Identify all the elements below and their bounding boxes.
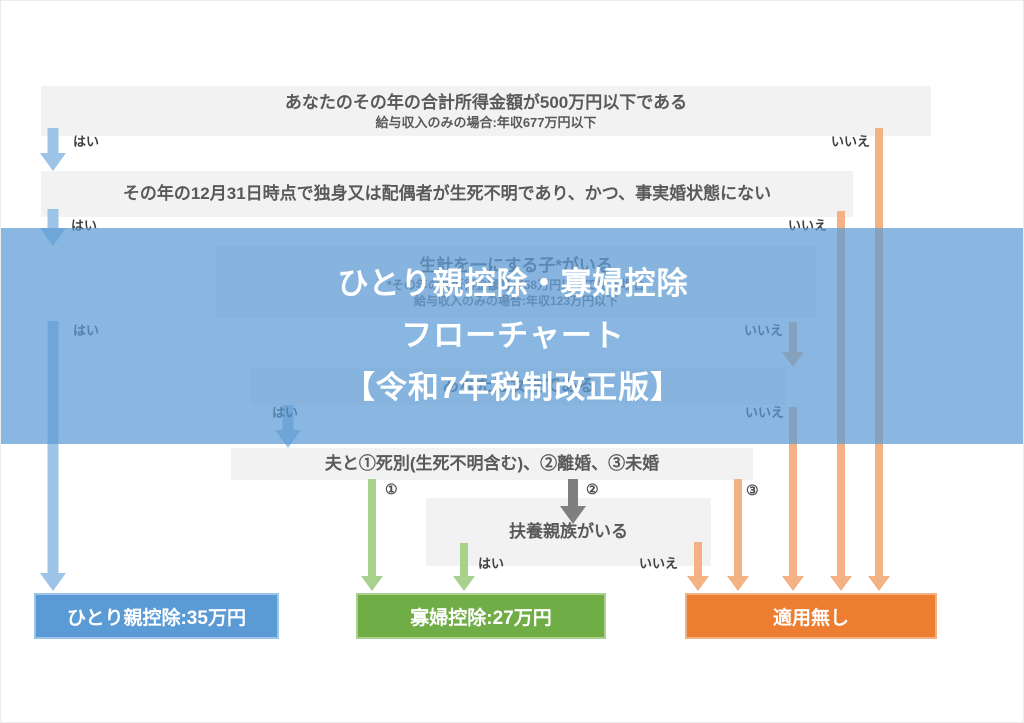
arrow-dependent-yes-to-widow bbox=[453, 543, 475, 591]
question-dependent-title: 扶養親族がいる bbox=[509, 522, 628, 541]
title-banner: ひとり親控除・寡婦控除 フローチャート 【令和7年税制改正版】 bbox=[1, 228, 1023, 444]
result-single-parent-box: ひとり親控除:35万円 bbox=[34, 593, 279, 639]
banner-title-line1: ひとり親控除・寡婦控除 bbox=[337, 266, 689, 301]
arrow-unmarried-no bbox=[727, 479, 749, 591]
arrow-child-yes-to-single-parent bbox=[40, 321, 66, 591]
arrow-divorce-to-dependent bbox=[560, 479, 586, 524]
question-husband-box: 夫と①死別(生死不明含む)、②離婚、③未婚 bbox=[231, 448, 753, 480]
question-income-box: あなたのその年の合計所得金額が500万円以下である 給与収入のみの場合:年収67… bbox=[41, 86, 931, 136]
banner-title-line3: 【令和7年税制改正版】 bbox=[343, 370, 683, 405]
question-single-box: その年の12月31日時点で独身又は配偶者が生死不明であり、かつ、事実婚状態にない bbox=[41, 171, 853, 217]
label-dependent-yes: はい bbox=[478, 556, 505, 571]
result-single-parent-label: ひとり親控除:35万円 bbox=[67, 607, 246, 629]
label-dependent-no: いいえ bbox=[639, 556, 679, 571]
arrow-bereavement-to-widow bbox=[361, 479, 383, 591]
result-widow-box: 寡婦控除:27万円 bbox=[356, 593, 606, 639]
label-num1-bereavement: ① bbox=[385, 481, 398, 497]
result-not-applicable-box: 適用無し bbox=[685, 593, 937, 639]
label-num2-divorce: ② bbox=[586, 481, 599, 497]
label-num3-unmarried: ③ bbox=[746, 482, 759, 498]
question-husband-title: 夫と①死別(生死不明含む)、②離婚、③未婚 bbox=[324, 454, 660, 473]
question-income-title: あなたのその年の合計所得金額が500万円以下である bbox=[284, 92, 688, 112]
result-not-applicable-label: 適用無し bbox=[772, 607, 849, 629]
result-widow-label: 寡婦控除:27万円 bbox=[410, 607, 552, 629]
question-single-title: その年の12月31日時点で独身又は配偶者が生死不明であり、かつ、事実婚状態にない bbox=[122, 184, 772, 203]
label-income-yes: はい bbox=[73, 134, 100, 149]
question-income-subtitle: 給与収入のみの場合:年収677万円以下 bbox=[375, 114, 597, 130]
arrow-income-yes bbox=[40, 128, 66, 171]
arrow-dependent-no bbox=[687, 542, 709, 591]
banner-title-line2: フローチャート bbox=[401, 318, 625, 353]
label-income-no: いいえ bbox=[831, 134, 871, 149]
arrow-female-no bbox=[782, 407, 804, 591]
